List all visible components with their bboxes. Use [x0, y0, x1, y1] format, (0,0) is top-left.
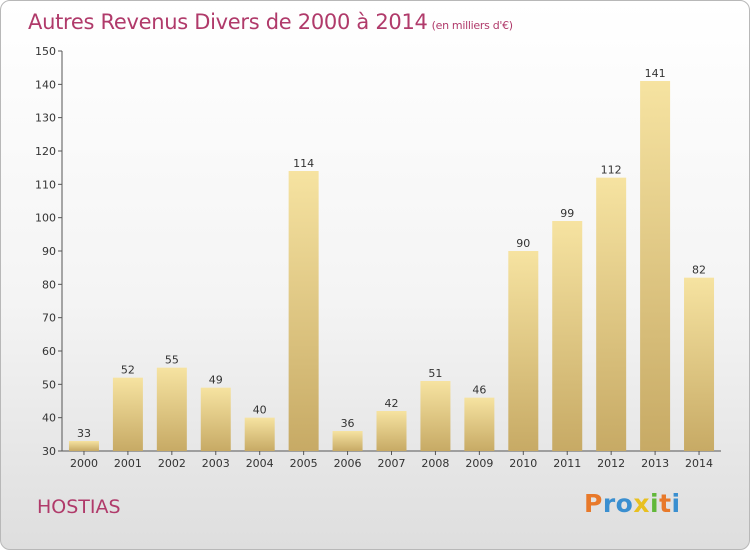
- logo-letter: r: [602, 489, 616, 518]
- y-tick-label: 100: [35, 212, 56, 225]
- x-tick-label-2003: 2003: [202, 457, 230, 470]
- value-label-2005: 114: [293, 157, 314, 170]
- y-tick-label: 30: [42, 445, 56, 458]
- bar-2005: [288, 171, 319, 451]
- x-tick-label-2004: 2004: [246, 457, 274, 470]
- value-label-2004: 40: [253, 404, 267, 417]
- bar-2003: [200, 387, 231, 451]
- x-tick-label-2012: 2012: [597, 457, 625, 470]
- proxiti-logo[interactable]: Proxiti: [584, 489, 681, 518]
- x-tick-label-2010: 2010: [509, 457, 537, 470]
- x-tick-label-2000: 2000: [70, 457, 98, 470]
- chart-title-text: Autres Revenus Divers de 2000 à 2014: [28, 10, 428, 34]
- logo-letter: i: [650, 489, 660, 518]
- y-tick-label: 130: [35, 112, 56, 125]
- y-tick-label: 140: [35, 78, 56, 91]
- value-label-2010: 90: [516, 237, 530, 250]
- bar-2014: [684, 277, 715, 451]
- logo-letter: P: [584, 489, 603, 518]
- bar-2002: [156, 367, 187, 451]
- x-tick-label-2013: 2013: [641, 457, 669, 470]
- value-label-2013: 141: [645, 67, 666, 80]
- value-label-2008: 51: [428, 367, 442, 380]
- y-tick-label: 50: [42, 378, 56, 391]
- x-tick-label-2014: 2014: [685, 457, 713, 470]
- y-tick-label: 60: [42, 345, 56, 358]
- commune-name: HOSTIAS: [37, 496, 121, 518]
- bar-2004: [244, 417, 275, 451]
- value-label-2009: 46: [472, 384, 486, 397]
- y-tick-label: 80: [42, 278, 56, 291]
- value-label-2003: 49: [209, 374, 223, 387]
- bar-2000: [68, 441, 99, 451]
- y-tick-label: 150: [35, 45, 56, 58]
- logo-letter: i: [671, 489, 681, 518]
- bar-2007: [376, 411, 407, 451]
- y-tick-label: 90: [42, 245, 56, 258]
- logo-letter: o: [615, 489, 634, 518]
- logo-letter: t: [659, 489, 672, 518]
- value-label-2011: 99: [560, 207, 574, 220]
- value-label-2001: 52: [121, 364, 135, 377]
- chart-title: Autres Revenus Divers de 2000 à 2014 (en …: [28, 10, 513, 34]
- y-tick-label: 70: [42, 312, 56, 325]
- bar-2013: [640, 81, 671, 451]
- bar-2011: [552, 221, 583, 451]
- chart-subtitle: (en milliers d'€): [431, 19, 513, 32]
- bar-2001: [112, 377, 143, 451]
- x-tick-label-2008: 2008: [421, 457, 449, 470]
- value-label-2000: 33: [77, 427, 91, 440]
- y-tick-label: 120: [35, 145, 56, 158]
- logo-letter: x: [633, 489, 650, 518]
- value-label-2014: 82: [692, 264, 706, 277]
- x-tick-label-2005: 2005: [290, 457, 318, 470]
- value-label-2012: 112: [601, 164, 622, 177]
- x-tick-label-2001: 2001: [114, 457, 142, 470]
- value-label-2007: 42: [385, 397, 399, 410]
- y-tick-label: 110: [35, 178, 56, 191]
- x-tick-label-2009: 2009: [465, 457, 493, 470]
- bar-2009: [464, 397, 495, 451]
- bar-2006: [332, 431, 363, 451]
- bar-2008: [420, 381, 451, 451]
- bar-2012: [596, 177, 627, 451]
- x-tick-label-2007: 2007: [378, 457, 406, 470]
- value-label-2002: 55: [165, 354, 179, 367]
- y-tick-label: 40: [42, 412, 56, 425]
- x-tick-label-2006: 2006: [334, 457, 362, 470]
- value-label-2006: 36: [341, 417, 355, 430]
- x-tick-label-2011: 2011: [553, 457, 581, 470]
- x-tick-label-2002: 2002: [158, 457, 186, 470]
- bar-2010: [508, 251, 539, 451]
